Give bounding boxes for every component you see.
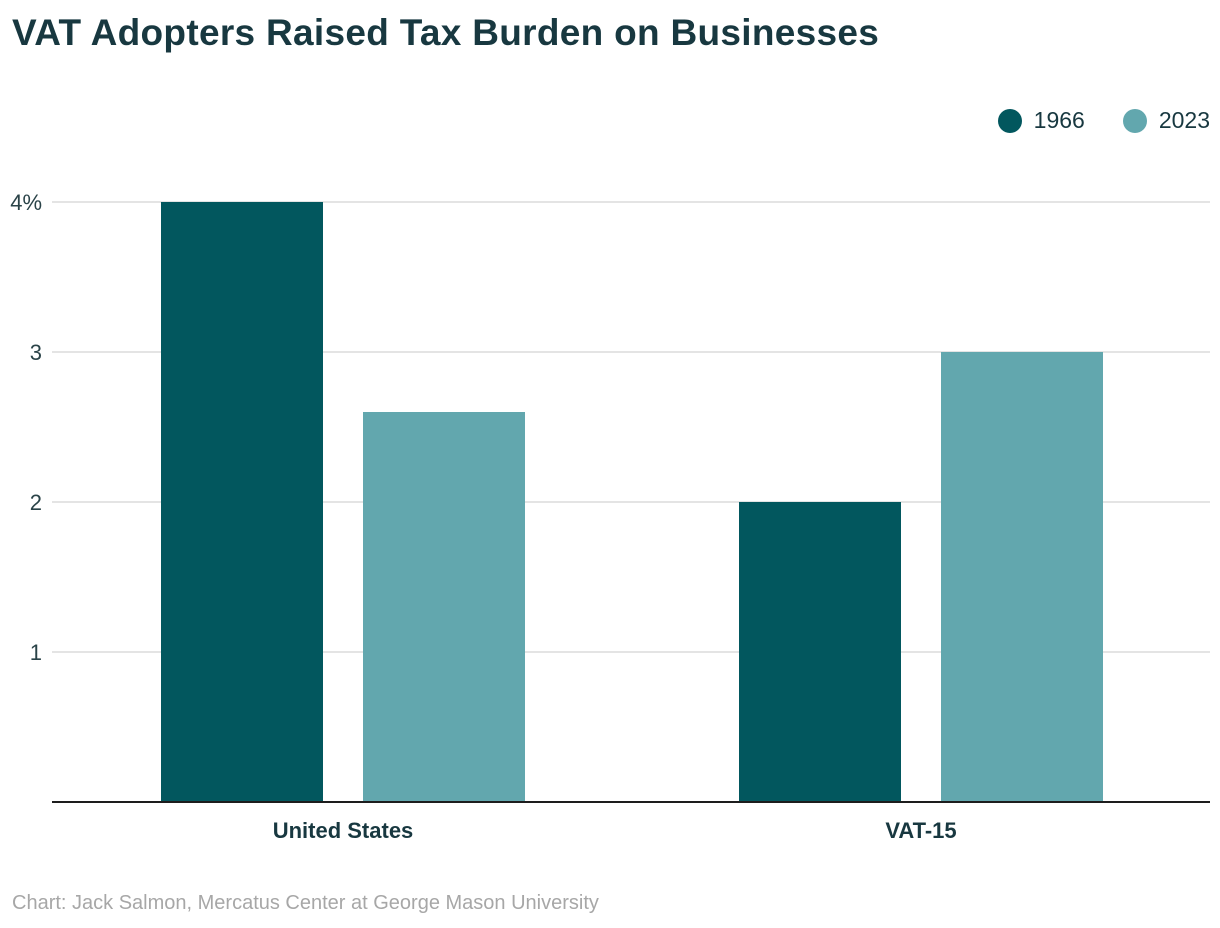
x-tick-label-1: United States: [273, 818, 414, 843]
source-note: Chart: Jack Salmon, Mercatus Center at G…: [12, 892, 599, 914]
y-axis-ticks: 1 2 3 4%: [10, 190, 42, 665]
legend: 1966 2023: [997, 107, 1210, 134]
legend-swatch-2023: [1122, 108, 1147, 133]
legend-label-1966: 1966: [1033, 107, 1085, 133]
bar-vat-15-1966: [739, 502, 901, 802]
y-tick-label-4: 4%: [10, 190, 42, 215]
x-tick-label-2: VAT-15: [885, 818, 956, 843]
legend-label-2023: 2023: [1158, 107, 1210, 133]
legend-swatch-1966: [997, 108, 1022, 133]
y-tick-label-2: 2: [30, 490, 42, 515]
legend-item-2023: 2023: [1122, 107, 1210, 134]
x-axis-labels: United States VAT-15: [273, 818, 957, 843]
legend-item-1966: 1966: [997, 107, 1085, 134]
y-tick-label-3: 3: [30, 340, 42, 365]
bar-united-states-2023: [363, 412, 525, 802]
bars: [161, 202, 1103, 802]
chart-title: VAT Adopters Raised Tax Burden on Busine…: [12, 12, 880, 53]
bar-united-states-1966: [161, 202, 323, 802]
bar-vat-15-2023: [941, 352, 1103, 802]
y-tick-label-1: 1: [30, 640, 42, 665]
